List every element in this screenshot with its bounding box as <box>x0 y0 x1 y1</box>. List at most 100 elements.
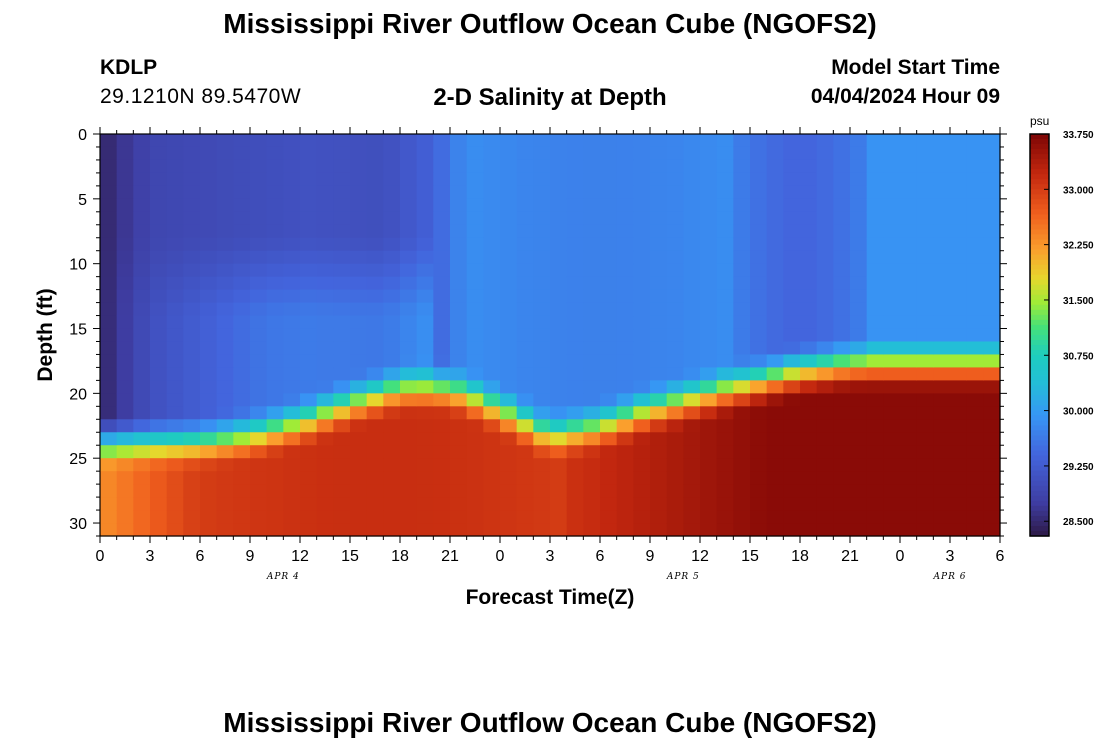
x-tick-label: 0 <box>96 548 105 565</box>
heatmap-cell <box>416 523 434 537</box>
colorbar: 33.75033.00032.25031.50030.75030.00029.2… <box>1029 130 1094 537</box>
heatmap-cell <box>583 419 601 433</box>
heatmap-cell <box>916 367 934 381</box>
heatmap-cell <box>233 393 251 407</box>
heatmap-cell <box>850 263 868 278</box>
heatmap-cell <box>866 497 884 511</box>
heatmap-cell <box>216 354 234 369</box>
heatmap-cell <box>633 198 651 213</box>
heatmap-cell <box>566 263 584 278</box>
heatmap-cell <box>516 458 534 472</box>
heatmap-cell <box>516 159 534 174</box>
heatmap-cell <box>650 134 668 148</box>
heatmap-cell <box>216 445 234 459</box>
heatmap-cell <box>700 510 718 524</box>
heatmap-cell <box>616 406 634 420</box>
heatmap-cell <box>483 367 501 381</box>
x-tick-label: 3 <box>946 548 955 565</box>
heatmap-cell <box>466 224 484 239</box>
heatmap-cell <box>883 302 901 317</box>
heatmap-cell <box>183 432 201 446</box>
heatmap-cell <box>500 237 518 252</box>
heatmap-cell <box>616 523 634 537</box>
heatmap-cell <box>483 341 501 356</box>
heatmap-cell <box>316 315 334 330</box>
colorbar-segment <box>1030 294 1049 301</box>
heatmap-cell <box>250 380 268 394</box>
heatmap-cell <box>433 263 451 278</box>
heatmap-cell <box>166 523 184 537</box>
heatmap-cell <box>616 367 634 381</box>
heatmap-cell <box>283 146 301 161</box>
heatmap-cell <box>433 406 451 420</box>
heatmap-cell <box>116 172 134 187</box>
heatmap-cell <box>616 263 634 278</box>
heatmap-cell <box>966 315 984 330</box>
heatmap-cell <box>533 224 551 239</box>
heatmap-cell <box>500 250 518 265</box>
heatmap-cell <box>750 471 768 485</box>
heatmap-cell <box>566 224 584 239</box>
heatmap-cell <box>300 497 318 511</box>
heatmap-cell <box>266 211 284 226</box>
heatmap-cell <box>466 419 484 433</box>
heatmap-cell <box>950 367 968 381</box>
heatmap-cell <box>516 172 534 187</box>
heatmap-cell <box>950 406 968 420</box>
heatmap-cell <box>633 458 651 472</box>
heatmap-cell <box>433 315 451 330</box>
heatmap-cell <box>150 172 168 187</box>
heatmap-cell <box>150 458 168 472</box>
heatmap-cell <box>350 237 368 252</box>
heatmap-cell <box>816 523 834 537</box>
heatmap-cell <box>916 289 934 304</box>
heatmap-cell <box>600 237 618 252</box>
heatmap-cell <box>833 211 851 226</box>
heatmap-cell <box>266 315 284 330</box>
heatmap-cell <box>450 445 468 459</box>
heatmap-cell <box>466 432 484 446</box>
heatmap-cell <box>450 354 468 369</box>
heatmap-cell <box>266 289 284 304</box>
heatmap-cell <box>283 185 301 200</box>
heatmap-cell <box>366 237 384 252</box>
heatmap-cell <box>283 250 301 265</box>
y-axis-label: Depth (ft) <box>34 288 57 381</box>
heatmap-cell <box>166 211 184 226</box>
colorbar-segment <box>1030 269 1049 276</box>
heatmap-cell <box>866 367 884 381</box>
x-axis-label: Forecast Time(Z) <box>466 586 635 609</box>
heatmap-cell <box>450 510 468 524</box>
heatmap-cell <box>733 159 751 174</box>
heatmap-cell <box>650 250 668 265</box>
heatmap-cell <box>233 134 251 148</box>
heatmap-cell <box>316 224 334 239</box>
heatmap-cell <box>466 367 484 381</box>
colorbar-segment <box>1030 460 1049 467</box>
heatmap-cell <box>800 224 818 239</box>
heatmap-cell <box>233 250 251 265</box>
heatmap-cell <box>416 484 434 498</box>
heatmap-cell <box>283 276 301 291</box>
heatmap-cell <box>550 367 568 381</box>
heatmap-cell <box>716 445 734 459</box>
heatmap-cell <box>950 146 968 161</box>
heatmap-cell <box>500 289 518 304</box>
heatmap-cell <box>450 237 468 252</box>
heatmap-cell <box>700 497 718 511</box>
heatmap-cell <box>466 497 484 511</box>
heatmap-cell <box>633 523 651 537</box>
heatmap-cell <box>100 224 118 239</box>
heatmap-cell <box>833 367 851 381</box>
heatmap-cell <box>316 523 334 537</box>
heatmap-cell <box>500 458 518 472</box>
heatmap-cell <box>483 159 501 174</box>
heatmap-cell <box>550 237 568 252</box>
heatmap-cell <box>516 211 534 226</box>
heatmap-cell <box>366 497 384 511</box>
heatmap-cell <box>983 146 1001 161</box>
heatmap-cell <box>883 406 901 420</box>
heatmap-cell <box>566 211 584 226</box>
heatmap-cell <box>450 367 468 381</box>
heatmap-cell <box>550 289 568 304</box>
